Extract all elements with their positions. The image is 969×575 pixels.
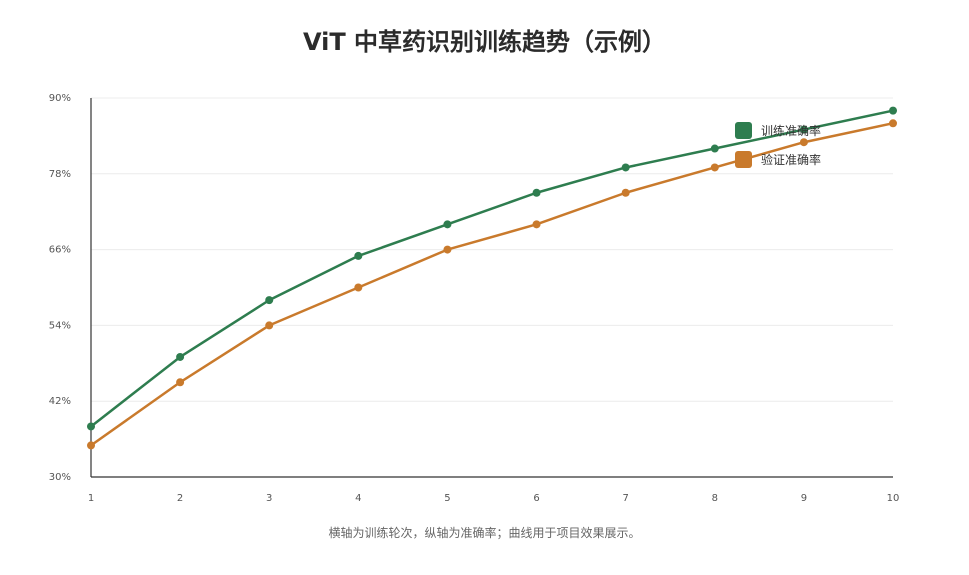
data-point [889,119,897,128]
y-tick-label: 42% [49,396,71,407]
x-tick-label: 7 [622,493,628,504]
chart-caption: 横轴为训练轮次，纵轴为准确率；曲线用于项目效果展示。 [328,526,641,540]
x-tick-label: 5 [444,493,450,504]
data-point [265,321,274,330]
data-point [889,106,897,115]
series-layer [87,106,897,450]
data-point [443,245,452,254]
legend-label: 验证准确率 [761,152,821,167]
data-point [532,188,541,197]
data-point [176,352,185,361]
y-tick-label: 66% [49,245,71,256]
legend-label: 训练准确率 [761,123,821,138]
data-point [354,251,363,260]
data-point [710,163,719,172]
x-tick-label: 4 [355,493,361,504]
y-tick-label: 30% [49,472,71,483]
x-tick-label: 6 [533,493,539,504]
x-tick-label: 2 [177,493,183,504]
legend-swatch [735,151,752,168]
x-tick-label: 9 [801,493,807,504]
series-line [89,122,895,447]
data-point [532,220,541,229]
data-point [710,144,719,153]
y-tick-label: 90% [49,93,71,104]
data-point [176,378,185,387]
chart-title: ViT 中草药识别训练趋势（示例） [302,28,667,56]
data-point [87,441,95,450]
series-line [89,109,895,428]
data-point [621,188,630,197]
data-point [799,125,808,134]
y-tick-label: 54% [49,320,71,331]
data-point [87,422,95,431]
data-point [265,296,274,305]
axes: 30% 42% 54% 66% 78% 90% 1 2 3 4 5 6 7 8 9 10 [49,93,900,504]
x-tick-label: 1 [88,493,94,504]
x-tick-label: 8 [712,493,718,504]
series-val [87,119,897,450]
grid-lines [91,97,893,402]
data-point [443,220,452,229]
legend-swatch [735,122,752,139]
data-point [354,283,363,292]
series-train [87,106,897,431]
data-point [621,163,630,172]
y-tick-label: 78% [49,169,71,180]
data-point [799,138,808,147]
x-tick-label: 10 [887,493,900,504]
x-tick-label: 3 [266,493,272,504]
